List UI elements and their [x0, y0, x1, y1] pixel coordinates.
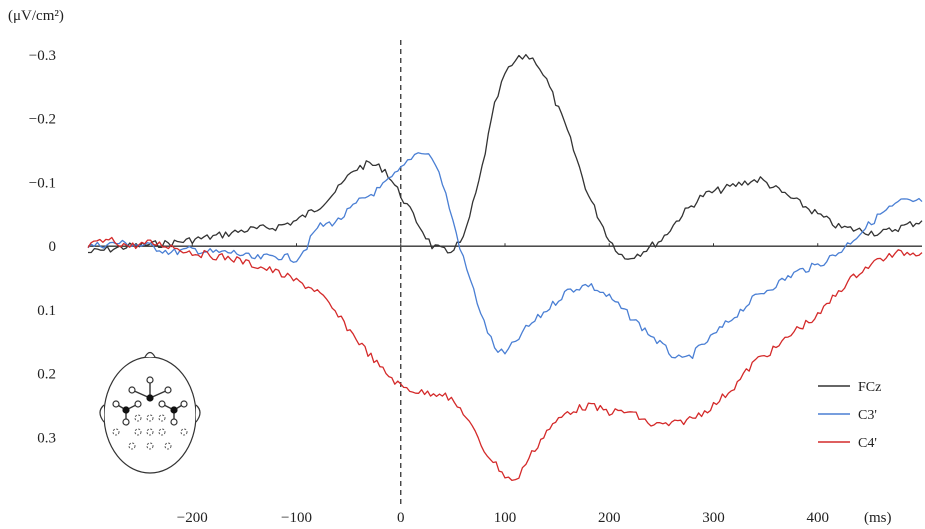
x-tick-label: 300	[702, 510, 725, 526]
legend: FCz C3' C4'	[818, 380, 881, 451]
series-line-fcz	[88, 53, 923, 260]
legend-label: FCz	[858, 380, 881, 395]
y-tick-label: 0.3	[37, 430, 56, 446]
y-unit-label: (μV/cm²)	[8, 8, 64, 24]
series-line-c4	[87, 236, 923, 482]
electrode-montage-icon	[99, 351, 201, 474]
x-tick-label: 400	[807, 510, 830, 526]
y-tick-label: −0.1	[29, 175, 56, 191]
x-tick-label: 200	[598, 510, 621, 526]
series-line-c3	[87, 152, 923, 360]
y-tick-label: −0.3	[29, 48, 56, 64]
x-tick-label: −100	[281, 510, 312, 526]
legend-label: C4'	[858, 436, 877, 451]
y-tick-label: −0.2	[29, 112, 56, 128]
y-tick-label: 0.1	[37, 303, 56, 319]
y-tick-label: 0	[49, 239, 57, 255]
x-tick-label: −200	[177, 510, 208, 526]
x-tick-label: 0	[397, 510, 405, 526]
x-unit-label: (ms)	[864, 510, 892, 526]
legend-label: C3'	[858, 408, 877, 423]
x-tick-label: 100	[494, 510, 517, 526]
y-tick-label: 0.2	[37, 367, 56, 383]
